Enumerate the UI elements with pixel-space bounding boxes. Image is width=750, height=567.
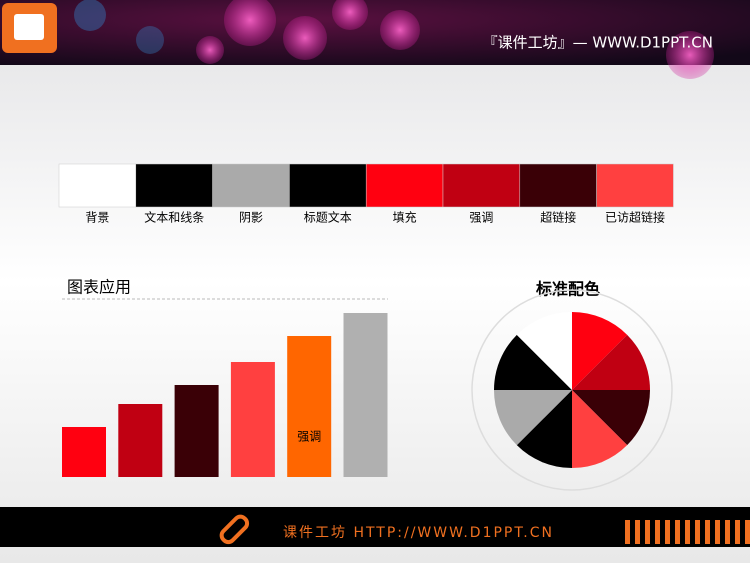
pie-slice <box>572 312 628 390</box>
bokeh <box>224 0 276 46</box>
bokeh <box>283 16 327 60</box>
footer-text: 课件工坊 HTTP://WWW.D1PPT.CN <box>283 525 554 541</box>
pie-slice <box>572 390 628 468</box>
swatch-label: 背景 <box>85 211 109 225</box>
header: 『课件工坊』— WWW.D1PPT.CN <box>0 0 750 79</box>
stripe <box>625 520 630 544</box>
swatch <box>58 163 137 208</box>
header-band <box>0 0 750 65</box>
bar <box>118 404 163 477</box>
bar <box>343 313 388 477</box>
logo-icon <box>14 14 44 40</box>
stripe <box>645 520 650 544</box>
pie-slice <box>572 390 650 446</box>
bokeh <box>666 31 714 79</box>
pie-slice <box>494 334 572 390</box>
stripe <box>635 520 640 544</box>
pie-slice <box>572 334 650 390</box>
bar <box>287 336 332 477</box>
swatch <box>442 163 521 208</box>
header-site: 『课件工坊』— WWW.D1PPT.CN <box>483 34 713 52</box>
swatch <box>365 163 444 208</box>
swatch <box>135 163 213 208</box>
footer: 课件工坊 HTTP://WWW.D1PPT.CN <box>0 507 750 547</box>
swatch-label: 文本和线条 <box>144 210 204 225</box>
stripe <box>715 520 720 544</box>
pie-slice <box>494 390 572 446</box>
swatch-label: 已访超链接 <box>605 210 665 225</box>
stripe <box>735 520 740 544</box>
stripe <box>675 520 680 544</box>
bokeh <box>332 0 368 30</box>
swatch <box>519 163 597 208</box>
swatch <box>596 163 674 208</box>
bar-label: 强调 <box>297 430 321 444</box>
swatch-label: 强调 <box>469 211 493 225</box>
footer-icon <box>219 514 250 545</box>
bokeh <box>196 36 224 64</box>
footer-stripes <box>625 520 750 544</box>
pie-chart-title: 标准配色 <box>535 280 600 299</box>
bar <box>174 385 219 477</box>
swatch <box>289 163 367 208</box>
stripe <box>685 520 690 544</box>
swatch-label: 填充 <box>393 210 417 225</box>
pie-slice <box>516 312 572 390</box>
swatch-label: 超链接 <box>540 210 576 225</box>
bokeh <box>74 0 106 31</box>
stripe <box>745 520 750 544</box>
bokeh <box>380 10 420 50</box>
bar <box>230 362 275 477</box>
pie-slice <box>516 390 572 468</box>
bar <box>62 427 106 477</box>
stripe <box>665 520 670 544</box>
swatch-label: 阴影 <box>239 211 263 225</box>
stripe <box>725 520 730 544</box>
swatch <box>212 163 290 208</box>
stripe <box>655 520 660 544</box>
swatch-label: 标题文本 <box>304 210 352 225</box>
bar-chart-title: 图表应用 <box>67 278 131 297</box>
bokeh <box>136 26 164 54</box>
pie-ring <box>471 289 673 491</box>
stripe <box>695 520 700 544</box>
stripe <box>705 520 710 544</box>
